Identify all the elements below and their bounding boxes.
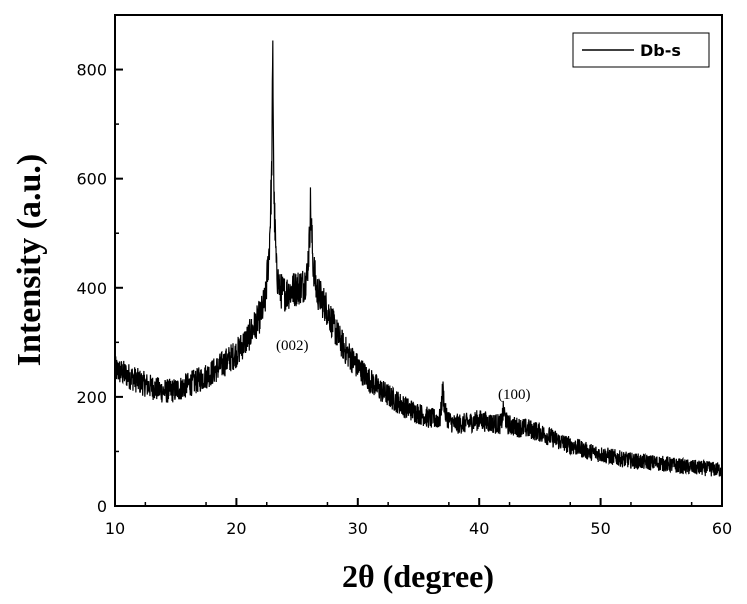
peak-label-100: (100) (498, 387, 531, 403)
peak-label-002: (002) (276, 338, 309, 354)
series-line-db-s (114, 40, 723, 477)
x-tick-label: 60 (712, 519, 732, 538)
legend-box (572, 32, 710, 68)
x-tick-label: 20 (226, 519, 246, 538)
axis-ticks (114, 68, 723, 507)
y-tick-label: 200 (76, 388, 107, 407)
x-tick-label: 40 (469, 519, 489, 538)
plot-frame (114, 14, 723, 507)
x-axis-title: 2θ (degree) (342, 558, 494, 594)
x-tick-label: 50 (590, 519, 610, 538)
y-tick-label: 0 (97, 497, 107, 516)
x-tick-label: 10 (105, 519, 125, 538)
y-axis-title: Intensity (a.u.) (11, 154, 48, 367)
legend: Db-s (572, 32, 710, 68)
y-tick-label: 600 (76, 170, 107, 189)
x-tick-label: 30 (348, 519, 368, 538)
legend-label: Db-s (640, 41, 681, 60)
y-tick-label: 800 (76, 61, 107, 80)
y-tick-label: 400 (76, 279, 107, 298)
